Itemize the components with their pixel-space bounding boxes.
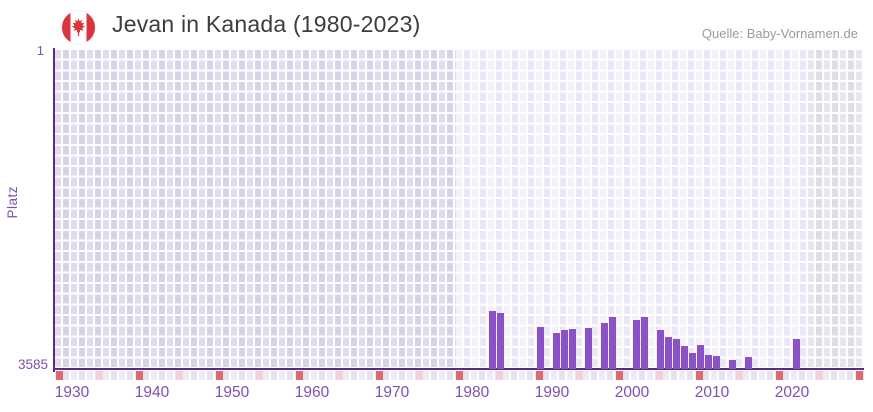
x-tick-1990: 1990 <box>534 384 570 401</box>
half-decade-marker-1934 <box>96 371 103 380</box>
x-tick-2020: 2020 <box>774 384 810 401</box>
y-axis-label: Platz <box>5 186 20 219</box>
bar-1998 <box>608 317 616 369</box>
bar-2010 <box>704 354 712 369</box>
decade-marker-1959 <box>296 371 303 380</box>
bar-1989 <box>536 326 544 369</box>
plot-zone-post-data <box>808 50 864 369</box>
half-decade-marker-1974 <box>416 371 423 380</box>
bar-2011 <box>712 356 720 369</box>
decade-marker-1999 <box>616 371 623 380</box>
half-decade-marker-1964 <box>336 371 343 380</box>
x-tick-1980: 1980 <box>454 384 490 401</box>
bar-2021 <box>792 339 800 369</box>
bar-1991 <box>552 332 560 369</box>
bar-2009 <box>696 345 704 369</box>
plot-zone-data <box>456 50 808 369</box>
decade-marker-1929 <box>56 371 63 380</box>
decade-marker-1979 <box>456 371 463 380</box>
y-tick-max: 1 <box>36 43 44 58</box>
bar-2001 <box>632 320 640 369</box>
half-decade-marker-1944 <box>176 371 183 380</box>
source-attribution: Quelle: Baby-Vornamen.de <box>701 26 858 41</box>
x-axis-line <box>53 368 864 370</box>
plot-zone-pre-data <box>55 50 456 369</box>
x-tick-1960: 1960 <box>294 384 330 401</box>
bar-2008 <box>688 353 696 369</box>
chart-title: Jevan in Kanada (1980-2023) <box>112 11 421 37</box>
decade-marker-strip <box>55 371 864 380</box>
x-tick-1950: 1950 <box>214 384 250 401</box>
decade-marker-2029 <box>856 371 863 380</box>
x-tick-1940: 1940 <box>134 384 170 401</box>
bar-2007 <box>680 345 688 369</box>
bar-1993 <box>568 328 576 369</box>
half-decade-marker-2014 <box>736 371 743 380</box>
decade-marker-1989 <box>536 371 543 380</box>
bar-2015 <box>744 357 752 369</box>
x-tick-1930: 1930 <box>54 384 90 401</box>
bar-2013 <box>728 360 736 369</box>
x-tick-1970: 1970 <box>374 384 410 401</box>
bar-1984 <box>496 313 504 369</box>
bar-1983 <box>488 310 496 369</box>
decade-marker-1949 <box>216 371 223 380</box>
bar-2005 <box>664 336 672 369</box>
bar-2004 <box>656 329 664 369</box>
bar-2006 <box>672 339 680 369</box>
half-decade-marker-1954 <box>256 371 263 380</box>
half-decade-marker-2024 <box>816 371 823 380</box>
x-tick-2000: 2000 <box>614 384 650 401</box>
bar-1995 <box>584 327 592 369</box>
maple-leaf-icon <box>71 18 86 37</box>
bar-1992 <box>560 329 568 369</box>
half-decade-marker-2004 <box>656 371 663 380</box>
canada-flag-icon <box>62 11 95 44</box>
y-tick-min: 3585 <box>17 357 48 372</box>
decade-marker-1939 <box>136 371 143 380</box>
decade-marker-1969 <box>376 371 383 380</box>
bar-1997 <box>600 322 608 369</box>
bar-2002 <box>640 317 648 369</box>
half-decade-marker-1994 <box>576 371 583 380</box>
y-axis-line <box>53 48 55 372</box>
half-decade-marker-1984 <box>496 371 503 380</box>
decade-marker-2019 <box>776 371 783 380</box>
x-tick-2010: 2010 <box>694 384 730 401</box>
decade-marker-2009 <box>696 371 703 380</box>
